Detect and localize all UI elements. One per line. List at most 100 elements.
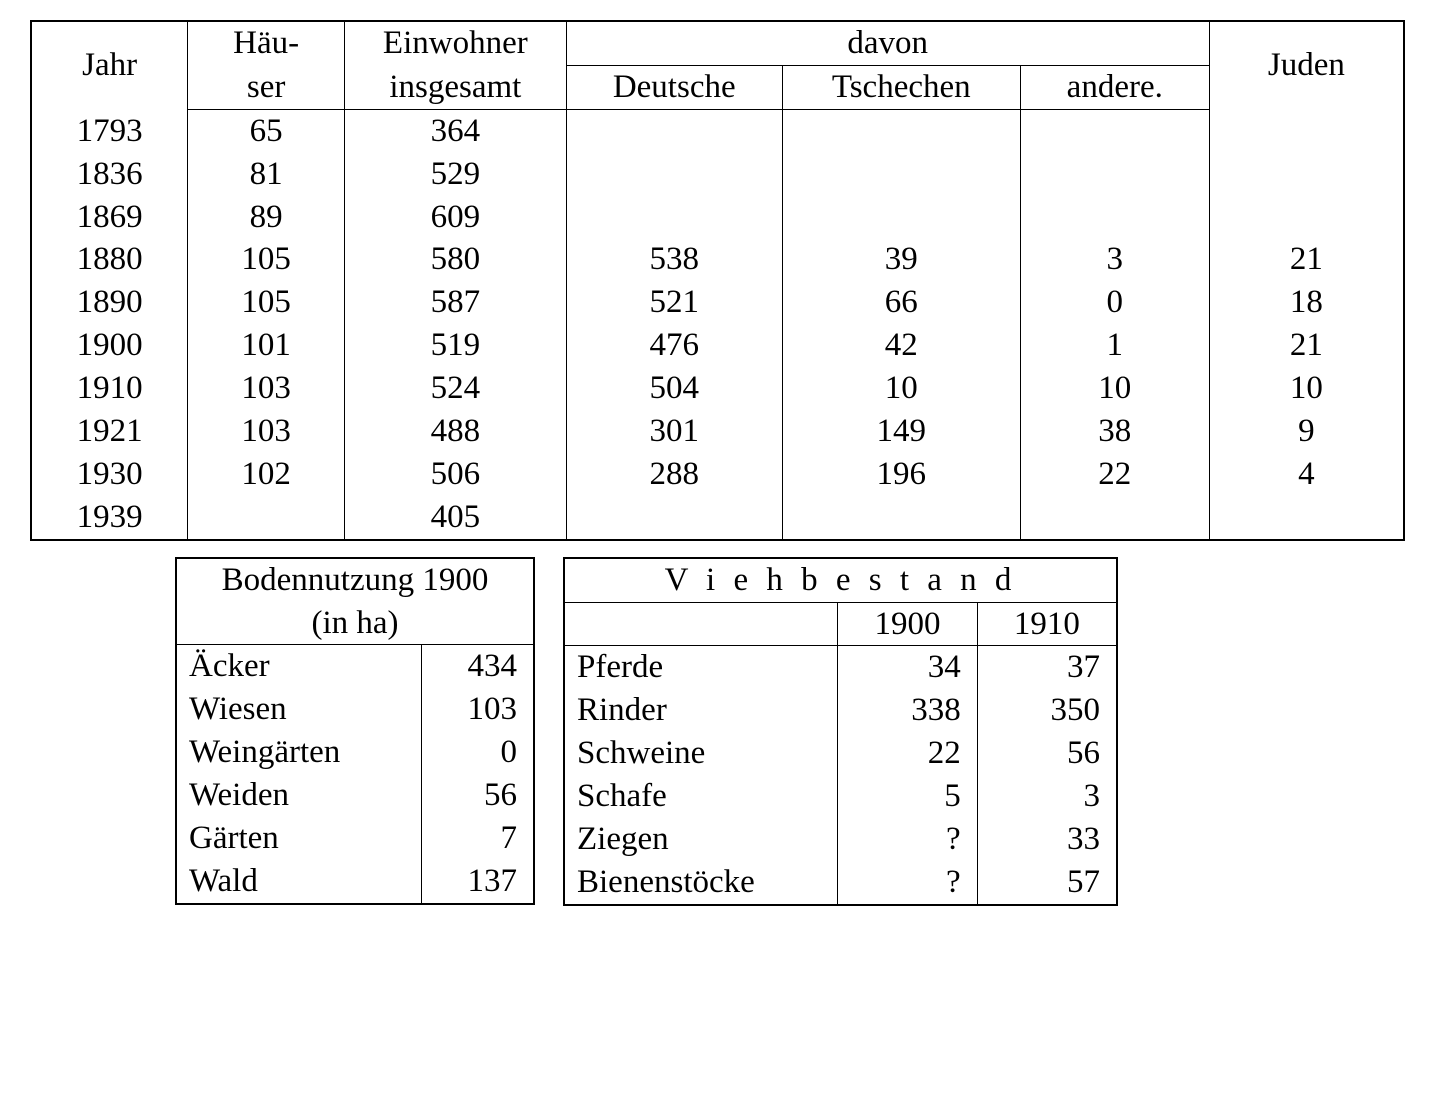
- land-use-title-bot: (in ha): [176, 602, 534, 645]
- cell-jahr: 1921: [31, 410, 188, 453]
- cell-einwohner: 529: [345, 153, 567, 196]
- cell-juden: 18: [1209, 281, 1404, 324]
- cell-deutsche: 301: [566, 410, 782, 453]
- table-row: Weingärten0: [176, 731, 534, 774]
- table-row: 190010151947642121: [31, 324, 1404, 367]
- cell-tschechen: 66: [782, 281, 1020, 324]
- table-row: Äcker434: [176, 645, 534, 688]
- col-header-jahr: Jahr: [31, 21, 188, 109]
- cell-einwohner: 524: [345, 367, 567, 410]
- cell-andere: [1020, 196, 1209, 239]
- livestock-1900: 34: [838, 646, 977, 689]
- cell-tschechen: 149: [782, 410, 1020, 453]
- cell-deutsche: [566, 153, 782, 196]
- cell-juden: 4: [1209, 453, 1404, 496]
- cell-andere: [1020, 153, 1209, 196]
- col-header-deutsche: Deutsche: [566, 65, 782, 109]
- cell-deutsche: 538: [566, 238, 782, 281]
- table-row: 1939 405: [31, 496, 1404, 540]
- cell-haeuser: 105: [188, 281, 345, 324]
- land-use-value: 7: [421, 817, 534, 860]
- cell-haeuser: 89: [188, 196, 345, 239]
- table-row: 1930102506288196224: [31, 453, 1404, 496]
- cell-einwohner: 587: [345, 281, 567, 324]
- land-use-title-top: Bodennutzung 1900: [176, 558, 534, 602]
- cell-einwohner: 580: [345, 238, 567, 281]
- cell-juden: [1209, 496, 1404, 540]
- livestock-1900: ?: [838, 818, 977, 861]
- cell-haeuser: 101: [188, 324, 345, 367]
- cell-einwohner: 364: [345, 109, 567, 152]
- livestock-1910: 57: [977, 861, 1117, 905]
- land-use-value: 103: [421, 688, 534, 731]
- cell-einwohner: 405: [345, 496, 567, 540]
- cell-haeuser: 81: [188, 153, 345, 196]
- population-body: 1793653641836815291869896091880105580538…: [31, 109, 1404, 539]
- cell-juden: [1209, 109, 1404, 152]
- bottom-tables: Bodennutzung 1900 (in ha) Äcker434Wiesen…: [175, 557, 1409, 906]
- cell-jahr: 1900: [31, 324, 188, 367]
- livestock-label: Ziegen: [564, 818, 838, 861]
- cell-andere: [1020, 496, 1209, 540]
- cell-jahr: 1869: [31, 196, 188, 239]
- livestock-table: V i e h b e s t a n d 1900 1910 Pferde34…: [563, 557, 1118, 906]
- cell-deutsche: [566, 496, 782, 540]
- livestock-label: Pferde: [564, 646, 838, 689]
- land-use-body: Äcker434Wiesen103Weingärten0Weiden56Gärt…: [176, 645, 534, 904]
- cell-deutsche: [566, 109, 782, 152]
- table-row: Wald137: [176, 860, 534, 904]
- cell-jahr: 1836: [31, 153, 188, 196]
- cell-andere: 22: [1020, 453, 1209, 496]
- cell-tschechen: [782, 496, 1020, 540]
- cell-tschechen: 196: [782, 453, 1020, 496]
- cell-einwohner: 519: [345, 324, 567, 367]
- livestock-1910: 37: [977, 646, 1117, 689]
- table-row: Ziegen?33: [564, 818, 1117, 861]
- cell-andere: [1020, 109, 1209, 152]
- land-use-value: 0: [421, 731, 534, 774]
- livestock-1910: 350: [977, 689, 1117, 732]
- land-use-label: Wiesen: [176, 688, 421, 731]
- livestock-label: Rinder: [564, 689, 838, 732]
- col-header-einwohner-bot: insgesamt: [345, 65, 567, 109]
- land-use-label: Wald: [176, 860, 421, 904]
- col-header-haeuser-bot: ser: [188, 65, 345, 109]
- livestock-1910: 3: [977, 775, 1117, 818]
- cell-jahr: 1930: [31, 453, 188, 496]
- cell-andere: 1: [1020, 324, 1209, 367]
- land-use-value: 137: [421, 860, 534, 904]
- cell-einwohner: 488: [345, 410, 567, 453]
- cell-jahr: 1793: [31, 109, 188, 152]
- cell-deutsche: 521: [566, 281, 782, 324]
- cell-tschechen: 42: [782, 324, 1020, 367]
- table-row: 179365364: [31, 109, 1404, 152]
- cell-deutsche: 476: [566, 324, 782, 367]
- cell-tschechen: [782, 109, 1020, 152]
- col-header-einwohner-top: Einwohner: [345, 21, 567, 65]
- land-use-label: Gärten: [176, 817, 421, 860]
- col-header-haeuser-top: Häu-: [188, 21, 345, 65]
- table-row: Schweine2256: [564, 732, 1117, 775]
- land-use-table: Bodennutzung 1900 (in ha) Äcker434Wiesen…: [175, 557, 535, 905]
- livestock-1900: 5: [838, 775, 977, 818]
- table-row: 186989609: [31, 196, 1404, 239]
- table-row: Gärten7: [176, 817, 534, 860]
- cell-andere: 10: [1020, 367, 1209, 410]
- land-use-value: 56: [421, 774, 534, 817]
- cell-deutsche: [566, 196, 782, 239]
- livestock-label: Schafe: [564, 775, 838, 818]
- cell-andere: 0: [1020, 281, 1209, 324]
- table-row: 1921103488301149389: [31, 410, 1404, 453]
- table-row: Weiden56: [176, 774, 534, 817]
- col-header-juden: Juden: [1209, 21, 1404, 109]
- land-use-value: 434: [421, 645, 534, 688]
- col-header-tschechen: Tschechen: [782, 65, 1020, 109]
- livestock-title: V i e h b e s t a n d: [564, 558, 1117, 602]
- col-header-davon: davon: [566, 21, 1209, 65]
- livestock-1910: 56: [977, 732, 1117, 775]
- cell-deutsche: 288: [566, 453, 782, 496]
- table-row: Rinder338350: [564, 689, 1117, 732]
- cell-juden: [1209, 196, 1404, 239]
- cell-einwohner: 609: [345, 196, 567, 239]
- cell-jahr: 1939: [31, 496, 188, 540]
